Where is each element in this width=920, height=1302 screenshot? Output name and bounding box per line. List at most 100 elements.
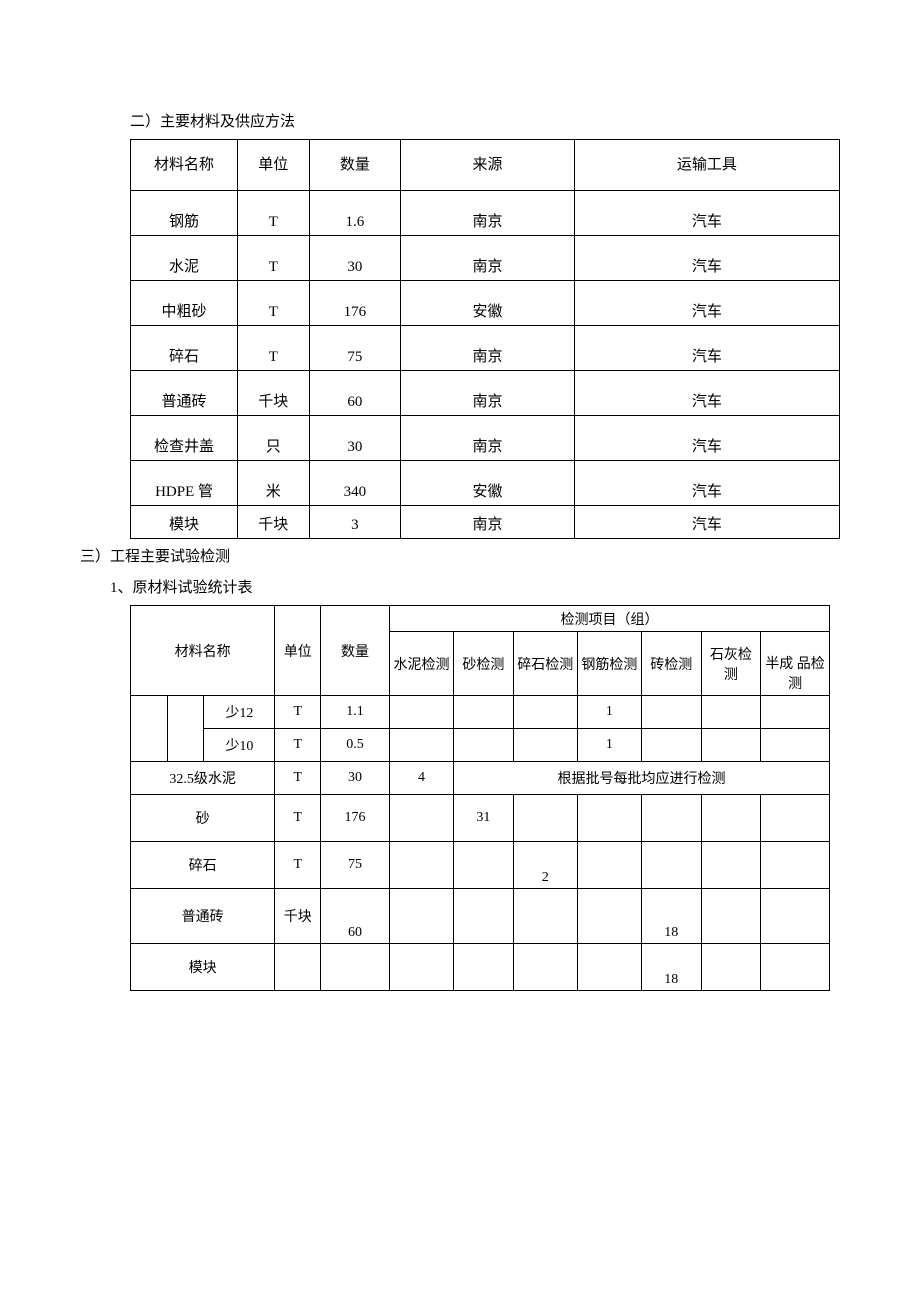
cell-trans: 汽车 (574, 236, 839, 281)
cell-unit: 千块 (238, 371, 309, 416)
cell-name: 模块 (131, 506, 238, 539)
materials-supply-table: 材料名称 单位 数量 来源 运输工具 钢筋 T 1.6 南京 汽车 水泥 T 3… (130, 139, 840, 539)
col-semi-test: 半成 品检 测 (761, 632, 830, 696)
cell-name: 少12 (204, 696, 275, 729)
cell-c6 (701, 889, 761, 944)
cell-qty: 30 (309, 236, 401, 281)
cell-name: 少10 (204, 729, 275, 762)
col-quantity: 数量 (321, 606, 390, 696)
cell-c3 (513, 795, 577, 842)
cell-c4 (577, 889, 641, 944)
cell-unit: T (238, 191, 309, 236)
cell-qty: 1.1 (321, 696, 390, 729)
col-quantity: 数量 (309, 140, 401, 191)
cell-c2 (454, 842, 514, 889)
cell-c6 (701, 729, 761, 762)
cell-c4 (577, 944, 641, 991)
cell-unit: T (275, 795, 321, 842)
cell-c1 (389, 795, 453, 842)
col-brick-test: 砖检测 (641, 632, 701, 696)
cell-src: 安徽 (401, 461, 574, 506)
col-sand-test: 砂检测 (454, 632, 514, 696)
cell-src: 安徽 (401, 281, 574, 326)
cell-unit (275, 944, 321, 991)
cell-c1 (389, 842, 453, 889)
cell-src: 南京 (401, 371, 574, 416)
cell-c3 (513, 696, 577, 729)
section3-sub1-title: 1、原材料试验统计表 (110, 576, 840, 597)
col-unit: 单位 (238, 140, 309, 191)
cell-c3 (513, 889, 577, 944)
table-row: 普通砖 千块 60 18 (131, 889, 830, 944)
table-row: 砂 T 176 31 (131, 795, 830, 842)
cell-c1 (389, 729, 453, 762)
table-row: 32.5级水泥 T 30 4 根据批号每批均应进行检测 (131, 762, 830, 795)
section3-title: 三）工程主要试验检测 (80, 545, 840, 566)
col-transport: 运输工具 (574, 140, 839, 191)
col-lime-test: 石灰检测 (701, 632, 761, 696)
cell-name: 检查井盖 (131, 416, 238, 461)
col-gravel-test: 碎石检测 (513, 632, 577, 696)
table-row: 普通砖 千块 60 南京 汽车 (131, 371, 840, 416)
material-test-table: 材料名称 单位 数量 检测项目（组） 水泥检测 砂检测 碎石检测 钢筋检测 砖检… (130, 605, 830, 991)
cell-c2 (454, 944, 514, 991)
cell-unit: 千块 (238, 506, 309, 539)
cell-name: 模块 (131, 944, 275, 991)
cell-unit: T (238, 236, 309, 281)
cell-src: 南京 (401, 236, 574, 281)
cell-src: 南京 (401, 191, 574, 236)
cell-unit: 米 (238, 461, 309, 506)
cell-trans: 汽车 (574, 506, 839, 539)
table-row: 碎石 T 75 南京 汽车 (131, 326, 840, 371)
cell-qty: 60 (321, 889, 390, 944)
cell-unit: T (275, 729, 321, 762)
cell-trans: 汽车 (574, 371, 839, 416)
cell-name: 钢筋 (131, 191, 238, 236)
cell-c5 (641, 696, 701, 729)
cell-trans: 汽车 (574, 281, 839, 326)
cell-unit: T (275, 842, 321, 889)
cell-qty: 1.6 (309, 191, 401, 236)
table-row: 水泥 T 30 南京 汽车 (131, 236, 840, 281)
cell-name: 砂 (131, 795, 275, 842)
cell-qty (321, 944, 390, 991)
cell-c7 (761, 696, 830, 729)
cell-name: 水泥 (131, 236, 238, 281)
cell-c6 (701, 944, 761, 991)
cell-c1 (389, 944, 453, 991)
cell-name: 碎石 (131, 842, 275, 889)
cell-c7 (761, 729, 830, 762)
table-header-row: 材料名称 单位 数量 来源 运输工具 (131, 140, 840, 191)
cell-c6 (701, 842, 761, 889)
cell-c4: 1 (577, 729, 641, 762)
cell-c6 (701, 795, 761, 842)
cell-name: 普通砖 (131, 889, 275, 944)
cell-c7 (761, 889, 830, 944)
cell-c1 (389, 889, 453, 944)
cell-unit: T (275, 762, 321, 795)
cell-trans: 汽车 (574, 191, 839, 236)
cell-empty (167, 696, 204, 762)
cell-qty: 75 (321, 842, 390, 889)
cell-c7 (761, 842, 830, 889)
cell-c5 (641, 729, 701, 762)
cell-c1: 4 (389, 762, 453, 795)
cell-src: 南京 (401, 506, 574, 539)
cell-unit: 千块 (275, 889, 321, 944)
cell-qty: 340 (309, 461, 401, 506)
col-rebar-test: 钢筋检测 (577, 632, 641, 696)
col-material-name: 材料名称 (131, 606, 275, 696)
cell-qty: 30 (309, 416, 401, 461)
col-test-group: 检测项目（组） (389, 606, 829, 632)
table-row: 碎石 T 75 2 (131, 842, 830, 889)
cell-c7 (761, 795, 830, 842)
col-material-name: 材料名称 (131, 140, 238, 191)
table-row: 少12 T 1.1 1 (131, 696, 830, 729)
table-row: 少10 T 0.5 1 (131, 729, 830, 762)
cell-c5: 18 (641, 889, 701, 944)
cell-c7 (761, 944, 830, 991)
table-row: HDPE 管 米 340 安徽 汽车 (131, 461, 840, 506)
cell-unit: T (238, 326, 309, 371)
cell-c5 (641, 795, 701, 842)
cell-unit: T (275, 696, 321, 729)
